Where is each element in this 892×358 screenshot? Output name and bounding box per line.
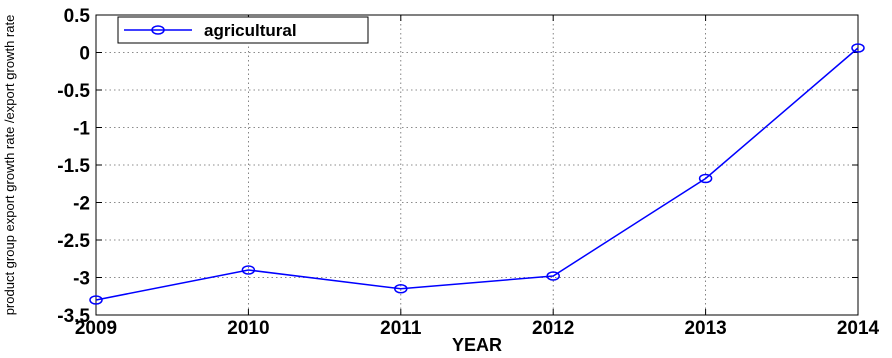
legend-marker [151, 25, 165, 35]
data-point-marker [546, 271, 560, 281]
y-tick-label: -0.5 [57, 81, 90, 102]
x-tick-label: 2014 [837, 318, 880, 339]
grid-lines [96, 15, 858, 315]
x-tick-label: 2013 [684, 318, 726, 339]
legend-label: agricultural [204, 21, 297, 40]
plot-area [96, 15, 858, 315]
data-point-marker [89, 295, 103, 305]
data-point-marker [698, 173, 713, 184]
y-tick-label: -1.5 [57, 156, 90, 177]
y-tick-label: -2 [73, 194, 90, 215]
series-agricultural [89, 43, 865, 305]
x-axis-label: YEAR [452, 335, 502, 353]
y-tick-label: -3.5 [57, 306, 90, 327]
y-tick-labels: 0.5 0 -0.5 -1 -1.5 -2 -2.5 -3 -3.5 [57, 6, 90, 327]
y-tick-label: 0.5 [64, 6, 91, 27]
y-tick-label: -2.5 [57, 231, 90, 252]
x-tick-label: 2012 [532, 318, 574, 339]
y-tick-label: -3 [73, 269, 90, 290]
y-axis-label: product group export growth rate /export… [2, 15, 17, 316]
data-point-marker [394, 284, 408, 294]
legend: agricultural [117, 16, 369, 44]
data-point-marker [241, 265, 256, 275]
data-point-marker [851, 43, 865, 53]
x-tick-label: 2009 [75, 318, 117, 339]
x-tick-label: 2010 [227, 318, 269, 339]
x-tick-label: 2011 [380, 318, 422, 339]
y-tick-label: 0 [79, 44, 90, 65]
x-tick-labels: 2009 2010 2011 2012 2013 2014 [75, 318, 880, 339]
y-tick-label: -1 [73, 119, 90, 140]
series-line [95, 47, 859, 301]
